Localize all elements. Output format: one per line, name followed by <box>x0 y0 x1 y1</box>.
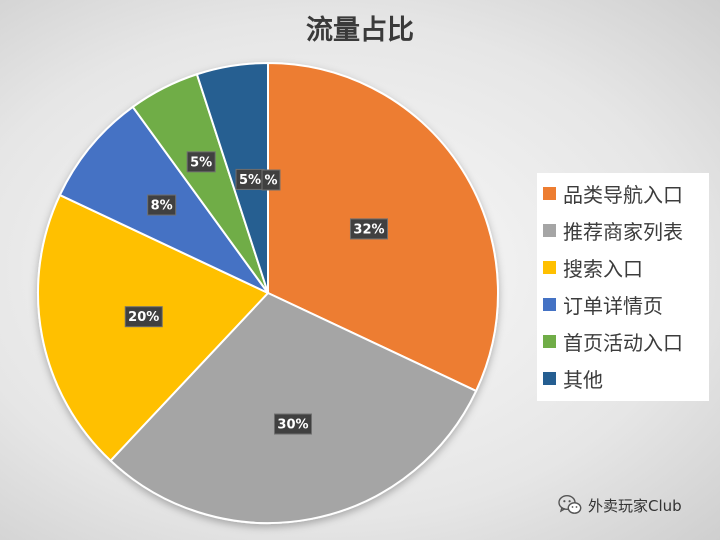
legend-swatch <box>543 372 556 385</box>
legend-swatch <box>543 187 556 200</box>
legend-swatch <box>543 224 556 237</box>
legend-swatch <box>543 261 556 274</box>
data-label-text: % <box>264 174 277 189</box>
pie-slice-other <box>195 61 269 294</box>
wechat-icon <box>558 494 582 514</box>
legend-label: 搜索入口 <box>563 257 643 281</box>
data-label-text: 32% <box>353 222 384 237</box>
chart-legend: 品类导航入口 推荐商家列表 搜索入口订单详情页首页活动入口 其他 <box>537 173 709 401</box>
data-label-text: 20% <box>128 310 159 325</box>
data-label-box <box>273 413 312 435</box>
legend-label: 订单详情页 <box>563 294 663 318</box>
data-label-home-activity: 5% <box>186 151 216 173</box>
data-label-other: 5% <box>235 168 265 190</box>
legend-item-search-entry: 搜索入口 <box>537 249 709 286</box>
data-label-recommended-merchants: 30% <box>273 413 312 435</box>
data-label-search-entry: 20% <box>124 306 163 328</box>
data-label-text: 5% <box>190 155 212 170</box>
pie-slice-recommended-merchants <box>109 291 478 524</box>
data-label-category-nav: 32% <box>349 218 388 240</box>
data-label-text: 8% <box>151 199 173 214</box>
data-label-text: 30% <box>277 418 308 433</box>
legend-item-home-activity: 首页活动入口 <box>537 323 709 360</box>
legend-item-recommended-merchants: 推荐商家列表 <box>537 212 709 249</box>
legend-label: 首页活动入口 <box>563 331 683 355</box>
legend-swatch <box>543 335 556 348</box>
data-label-box <box>261 169 281 191</box>
legend-item-other: 其他 <box>537 360 709 397</box>
pie-slice-search-entry <box>37 193 270 463</box>
legend-label: 品类导航入口 <box>563 183 683 207</box>
data-label-order-detail: 8% <box>147 194 177 216</box>
legend-item-category-nav: 品类导航入口 <box>537 175 709 212</box>
data-label-overlap: % <box>261 169 281 191</box>
data-label-box <box>147 194 177 216</box>
chart-title: 流量占比 <box>306 15 414 46</box>
legend-label: 其他 <box>563 368 603 392</box>
data-label-box <box>349 218 388 240</box>
data-label-box <box>124 306 163 328</box>
watermark-text: 外卖玩家Club <box>588 496 682 515</box>
legend-label: 推荐商家列表 <box>563 220 683 244</box>
data-label-text: 5% <box>239 173 261 188</box>
watermark: 外卖玩家Club <box>558 494 682 516</box>
legend-swatch <box>543 298 556 311</box>
legend-item-order-detail: 订单详情页 <box>537 286 709 323</box>
data-label-box <box>186 151 216 173</box>
